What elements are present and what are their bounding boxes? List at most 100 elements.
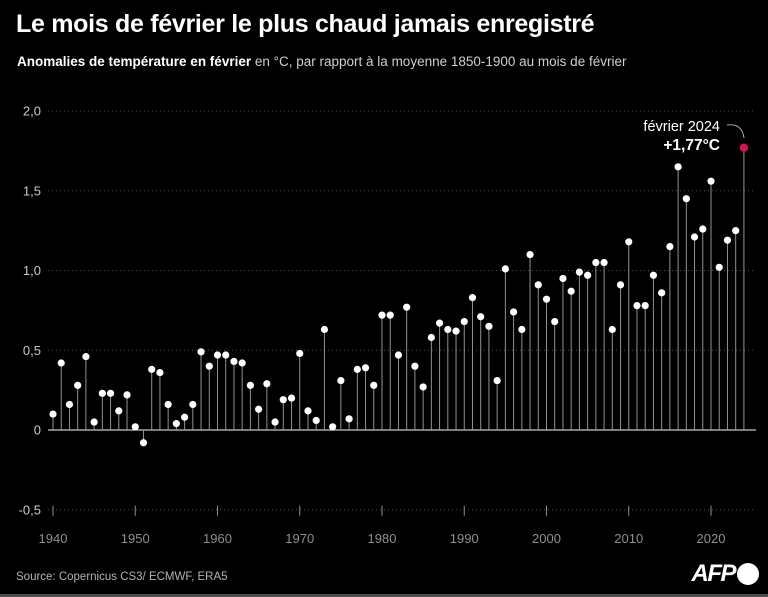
data-point	[699, 225, 707, 233]
data-point	[518, 325, 526, 334]
data-point	[542, 295, 551, 303]
data-point	[106, 389, 115, 397]
data-point	[559, 274, 567, 283]
stems-group	[52, 147, 745, 443]
data-point	[419, 383, 427, 391]
y-axis-label: 1,0	[23, 263, 41, 278]
data-point	[337, 376, 345, 385]
data-point	[584, 271, 592, 279]
data-point	[641, 301, 649, 310]
afp-logo: AFP	[691, 560, 759, 587]
y-axis-label: 0,5	[23, 343, 41, 358]
data-point	[181, 413, 189, 421]
highlight-data-point	[739, 143, 749, 152]
data-point	[690, 233, 699, 241]
data-point	[534, 281, 542, 289]
data-point	[575, 268, 584, 276]
data-point	[403, 303, 411, 311]
data-point	[115, 407, 123, 415]
y-axis-label: 1,5	[23, 183, 41, 198]
data-point	[370, 381, 378, 389]
data-point	[90, 418, 98, 426]
data-point	[551, 317, 559, 326]
data-point	[616, 281, 625, 289]
data-point	[649, 271, 658, 279]
data-point	[732, 227, 740, 235]
dots-group	[49, 143, 749, 447]
y-axis-label: 0	[34, 423, 41, 438]
annotation-label-value: +1,77°C	[663, 137, 720, 154]
x-axis-label: 1990	[450, 531, 479, 546]
data-point	[378, 311, 386, 319]
data-point	[263, 380, 271, 388]
subtitle-bold: Anomalies de température en février	[17, 54, 252, 69]
data-point	[674, 163, 682, 171]
data-point	[625, 238, 633, 246]
data-point	[213, 351, 222, 359]
x-axis-label: 2020	[697, 531, 726, 546]
data-point	[304, 407, 312, 415]
data-point	[49, 410, 57, 418]
data-point	[222, 351, 230, 359]
data-point	[427, 333, 435, 342]
annotation-connector-line	[726, 124, 745, 139]
data-point	[123, 391, 131, 399]
page-title: Le mois de février le plus chaud jamais …	[16, 10, 595, 38]
data-point	[452, 327, 460, 335]
data-point	[468, 294, 477, 302]
data-point	[139, 439, 148, 447]
data-point	[205, 362, 213, 370]
data-point	[460, 317, 468, 326]
data-point	[485, 322, 493, 330]
y-axis-labels-group: 2,0 1,5 1,0 0,5 0 -0,5	[19, 104, 41, 518]
data-point	[444, 325, 452, 334]
data-point	[271, 418, 279, 426]
data-point	[57, 359, 65, 367]
y-axis-label: 2,0	[23, 104, 41, 119]
data-point	[600, 258, 608, 267]
afp-logo-text: AFP	[691, 560, 737, 587]
x-axis-label: 2000	[532, 531, 561, 546]
data-point	[386, 311, 394, 319]
data-point	[329, 423, 337, 431]
data-point	[345, 415, 353, 423]
data-point	[164, 400, 172, 409]
data-point	[279, 396, 287, 404]
annotation-label-year: février 2024	[643, 119, 720, 135]
data-point	[131, 423, 139, 431]
data-point	[296, 349, 304, 358]
data-point	[501, 265, 509, 273]
source-credit: Source: Copernicus CS3/ ECMWF, ERA5	[16, 571, 228, 583]
x-axis-label: 2010	[614, 531, 643, 546]
data-point	[189, 400, 197, 409]
data-point	[320, 325, 329, 334]
chart-subtitle: Anomalies de température en février en °…	[17, 54, 626, 69]
x-axis-label: 1940	[39, 531, 68, 546]
gridlines-group	[48, 110, 756, 511]
data-point	[707, 177, 715, 185]
data-point	[82, 353, 90, 361]
data-point	[411, 362, 419, 370]
data-point	[477, 313, 485, 321]
data-point	[74, 381, 82, 389]
data-point	[666, 242, 674, 251]
data-point	[509, 308, 518, 316]
data-point	[633, 301, 641, 310]
x-axis-label: 1960	[203, 531, 232, 546]
data-point	[723, 236, 732, 244]
x-axis-label: 1970	[285, 531, 314, 546]
data-point	[156, 368, 164, 377]
x-axis-label: 1980	[368, 531, 397, 546]
data-point	[238, 359, 246, 367]
x-axis-label: 1950	[121, 531, 150, 546]
data-point	[312, 416, 320, 425]
data-point	[682, 195, 690, 203]
data-point	[526, 250, 534, 259]
subtitle-rest: en °C, par rapport à la moyenne 1850-190…	[251, 54, 627, 69]
afp-circle-icon	[737, 563, 759, 585]
data-point	[148, 365, 156, 373]
data-point	[715, 263, 723, 271]
data-point	[394, 351, 403, 359]
